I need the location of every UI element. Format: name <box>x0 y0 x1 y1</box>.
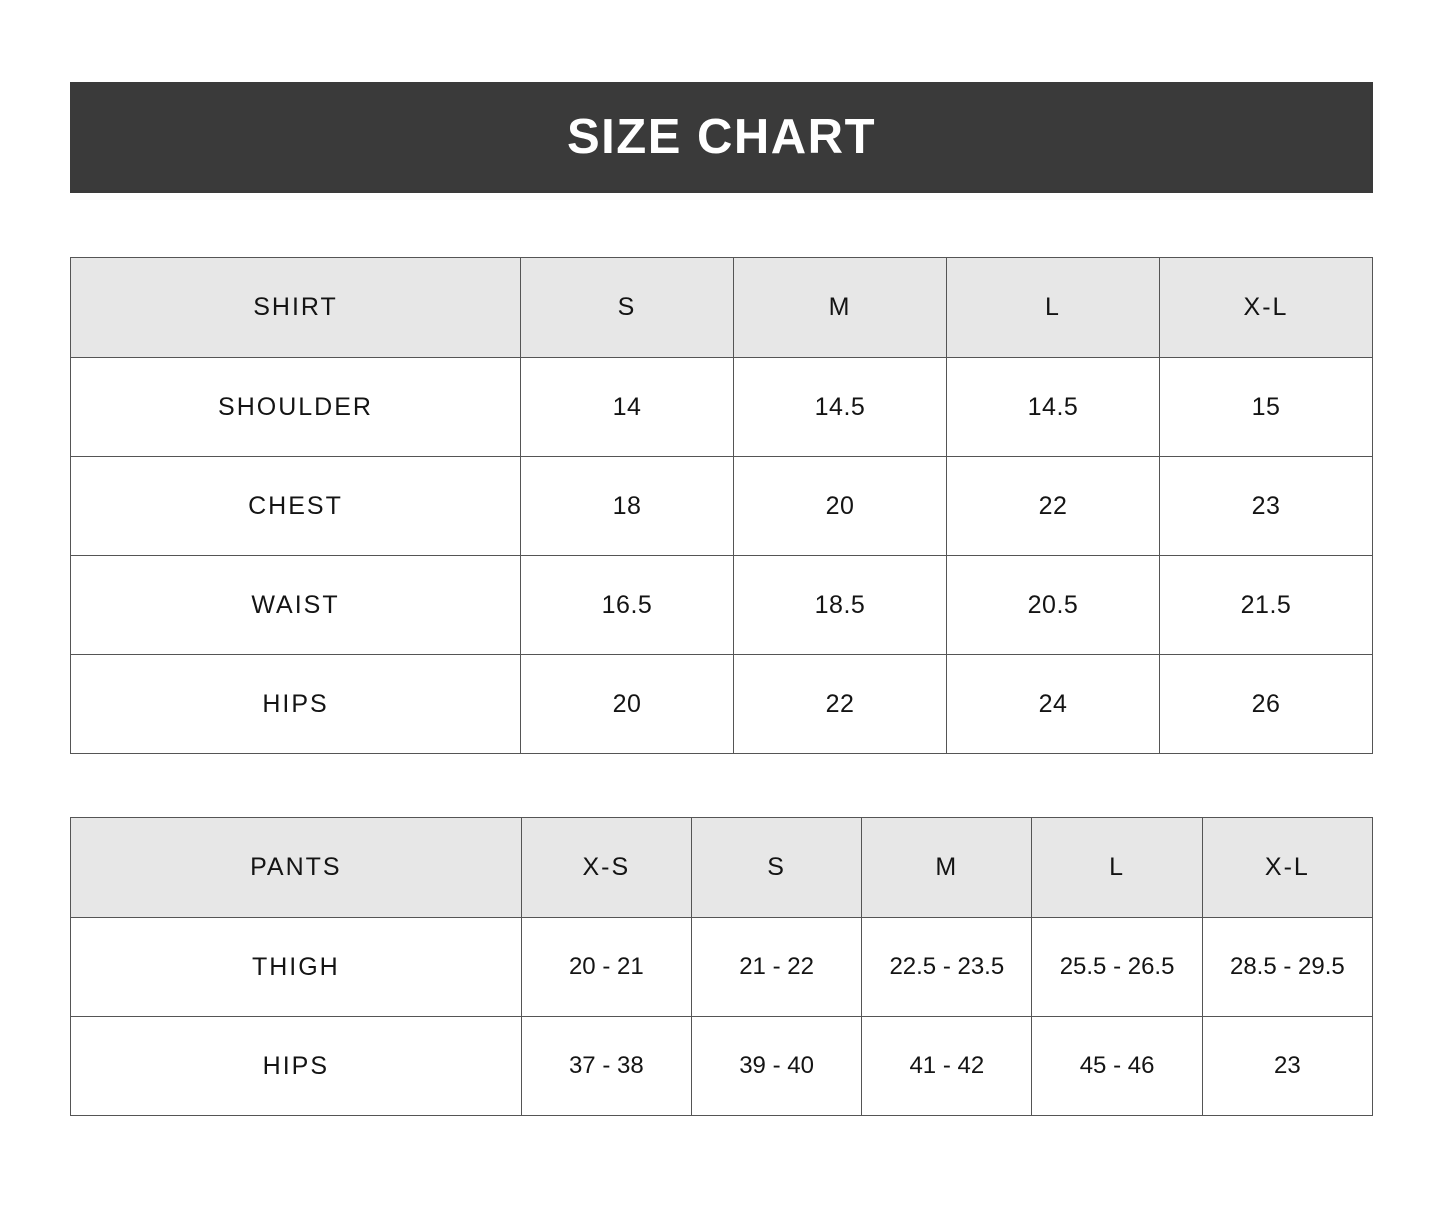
cell-hips-xl: 26 <box>1159 654 1373 754</box>
cell-hips-s: 20 <box>520 654 734 754</box>
cell-thigh-s: 21 - 22 <box>690 917 863 1017</box>
cell-hips-xs: 37 - 38 <box>520 1016 692 1116</box>
row-label-hips: HIPS <box>70 654 521 754</box>
table-row: CHEST 18 20 22 23 <box>70 456 1373 556</box>
cell-waist-m: 18.5 <box>733 555 947 655</box>
column-header-category: SHIRT <box>70 257 521 358</box>
table-header-row: SHIRT S M L X-L <box>70 257 1373 358</box>
row-label-thigh: THIGH <box>70 917 522 1017</box>
cell-shoulder-s: 14 <box>520 357 734 457</box>
column-header-l: L <box>946 257 1160 358</box>
column-header-category: PANTS <box>70 817 522 918</box>
cell-waist-l: 20.5 <box>946 555 1160 655</box>
cell-hips-l: 45 - 46 <box>1031 1016 1203 1116</box>
table-row: SHOULDER 14 14.5 14.5 15 <box>70 357 1373 457</box>
cell-thigh-xs: 20 - 21 <box>520 917 692 1017</box>
cell-hips-s: 39 - 40 <box>690 1016 863 1116</box>
pants-size-table: PANTS X-S S M L X-L THIGH 20 - 21 21 - 2… <box>70 817 1374 1116</box>
table-row: HIPS 37 - 38 39 - 40 41 - 42 45 - 46 23 <box>70 1016 1374 1116</box>
title-banner: SIZE CHART <box>70 82 1373 193</box>
column-header-xl: X-L <box>1159 257 1373 358</box>
cell-thigh-m: 22.5 - 23.5 <box>861 917 1033 1017</box>
table-header-row: PANTS X-S S M L X-L <box>70 817 1374 918</box>
cell-hips-l: 24 <box>946 654 1160 754</box>
table-row: HIPS 20 22 24 26 <box>70 654 1373 754</box>
page-title: SIZE CHART <box>567 110 876 164</box>
cell-shoulder-xl: 15 <box>1159 357 1373 457</box>
shirt-size-table: SHIRT S M L X-L SHOULDER 14 14.5 14.5 15… <box>70 257 1373 754</box>
cell-waist-xl: 21.5 <box>1159 555 1373 655</box>
column-header-l: L <box>1031 817 1203 918</box>
cell-waist-s: 16.5 <box>520 555 734 655</box>
column-header-s: S <box>520 257 734 358</box>
row-label-shoulder: SHOULDER <box>70 357 521 457</box>
cell-thigh-xl: 28.5 - 29.5 <box>1201 917 1374 1017</box>
column-header-m: M <box>861 817 1033 918</box>
cell-thigh-l: 25.5 - 26.5 <box>1031 917 1203 1017</box>
cell-chest-m: 20 <box>733 456 947 556</box>
column-header-m: M <box>733 257 947 358</box>
cell-shoulder-m: 14.5 <box>733 357 947 457</box>
cell-hips-m: 41 - 42 <box>861 1016 1033 1116</box>
column-header-xs: X-S <box>520 817 692 918</box>
table-row: WAIST 16.5 18.5 20.5 21.5 <box>70 555 1373 655</box>
cell-chest-xl: 23 <box>1159 456 1373 556</box>
row-label-waist: WAIST <box>70 555 521 655</box>
row-label-hips: HIPS <box>70 1016 522 1116</box>
cell-shoulder-l: 14.5 <box>946 357 1160 457</box>
column-header-s: S <box>690 817 863 918</box>
table-row: THIGH 20 - 21 21 - 22 22.5 - 23.5 25.5 -… <box>70 917 1374 1017</box>
cell-hips-xl: 23 <box>1201 1016 1374 1116</box>
row-label-chest: CHEST <box>70 456 521 556</box>
cell-chest-s: 18 <box>520 456 734 556</box>
column-header-xl: X-L <box>1201 817 1374 918</box>
cell-chest-l: 22 <box>946 456 1160 556</box>
cell-hips-m: 22 <box>733 654 947 754</box>
